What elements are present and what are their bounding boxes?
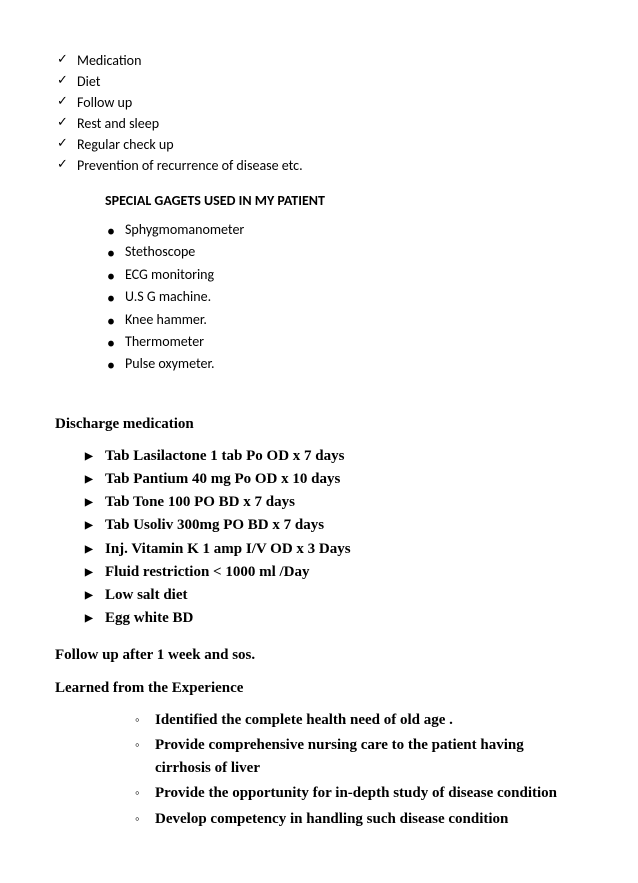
list-item: Tab Usoliv 300mg PO BD x 7 days	[85, 514, 583, 537]
discharge-heading: Discharge medication	[55, 416, 583, 433]
list-item: Inj. Vitamin K 1 amp I/V OD x 3 Days	[85, 538, 583, 561]
list-item: Tab Pantium 40 mg Po OD x 10 days	[85, 468, 583, 491]
list-item: Tab Lasilactone 1 tab Po OD x 7 days	[85, 445, 583, 468]
list-item: Rest and sleep	[55, 113, 583, 134]
gadgets-list: Sphygmomanometer Stethoscope ECG monitor…	[105, 219, 583, 376]
gadgets-heading: SPECIAL GAGETS USED IN MY PATIENT	[105, 192, 583, 209]
check-list: Medication Diet Follow up Rest and sleep…	[55, 50, 583, 176]
list-item: Identified the complete health need of o…	[135, 709, 583, 732]
learned-heading: Learned from the Experience	[55, 680, 583, 697]
list-item: Regular check up	[55, 134, 583, 155]
followup-text: Follow up after 1 week and sos.	[55, 647, 583, 664]
list-item: Low salt diet	[85, 584, 583, 607]
list-item: Medication	[55, 50, 583, 71]
list-item: Stethoscope	[105, 241, 583, 263]
list-item: ECG monitoring	[105, 264, 583, 286]
list-item: U.S G machine.	[105, 286, 583, 308]
learned-list: Identified the complete health need of o…	[135, 709, 583, 831]
list-item: Provide the opportunity for in-depth stu…	[135, 782, 583, 805]
list-item: Sphygmomanometer	[105, 219, 583, 241]
discharge-list: Tab Lasilactone 1 tab Po OD x 7 days Tab…	[85, 445, 583, 631]
list-item: Pulse oxymeter.	[105, 353, 583, 375]
list-item: Fluid restriction < 1000 ml /Day	[85, 561, 583, 584]
list-item: Diet	[55, 71, 583, 92]
list-item: Prevention of recurrence of disease etc.	[55, 155, 583, 176]
list-item: Provide comprehensive nursing care to th…	[135, 734, 583, 781]
list-item: Develop competency in handling such dise…	[135, 808, 583, 831]
list-item: Follow up	[55, 92, 583, 113]
list-item: Tab Tone 100 PO BD x 7 days	[85, 491, 583, 514]
list-item: Thermometer	[105, 331, 583, 353]
list-item: Egg white BD	[85, 607, 583, 630]
list-item: Knee hammer.	[105, 309, 583, 331]
